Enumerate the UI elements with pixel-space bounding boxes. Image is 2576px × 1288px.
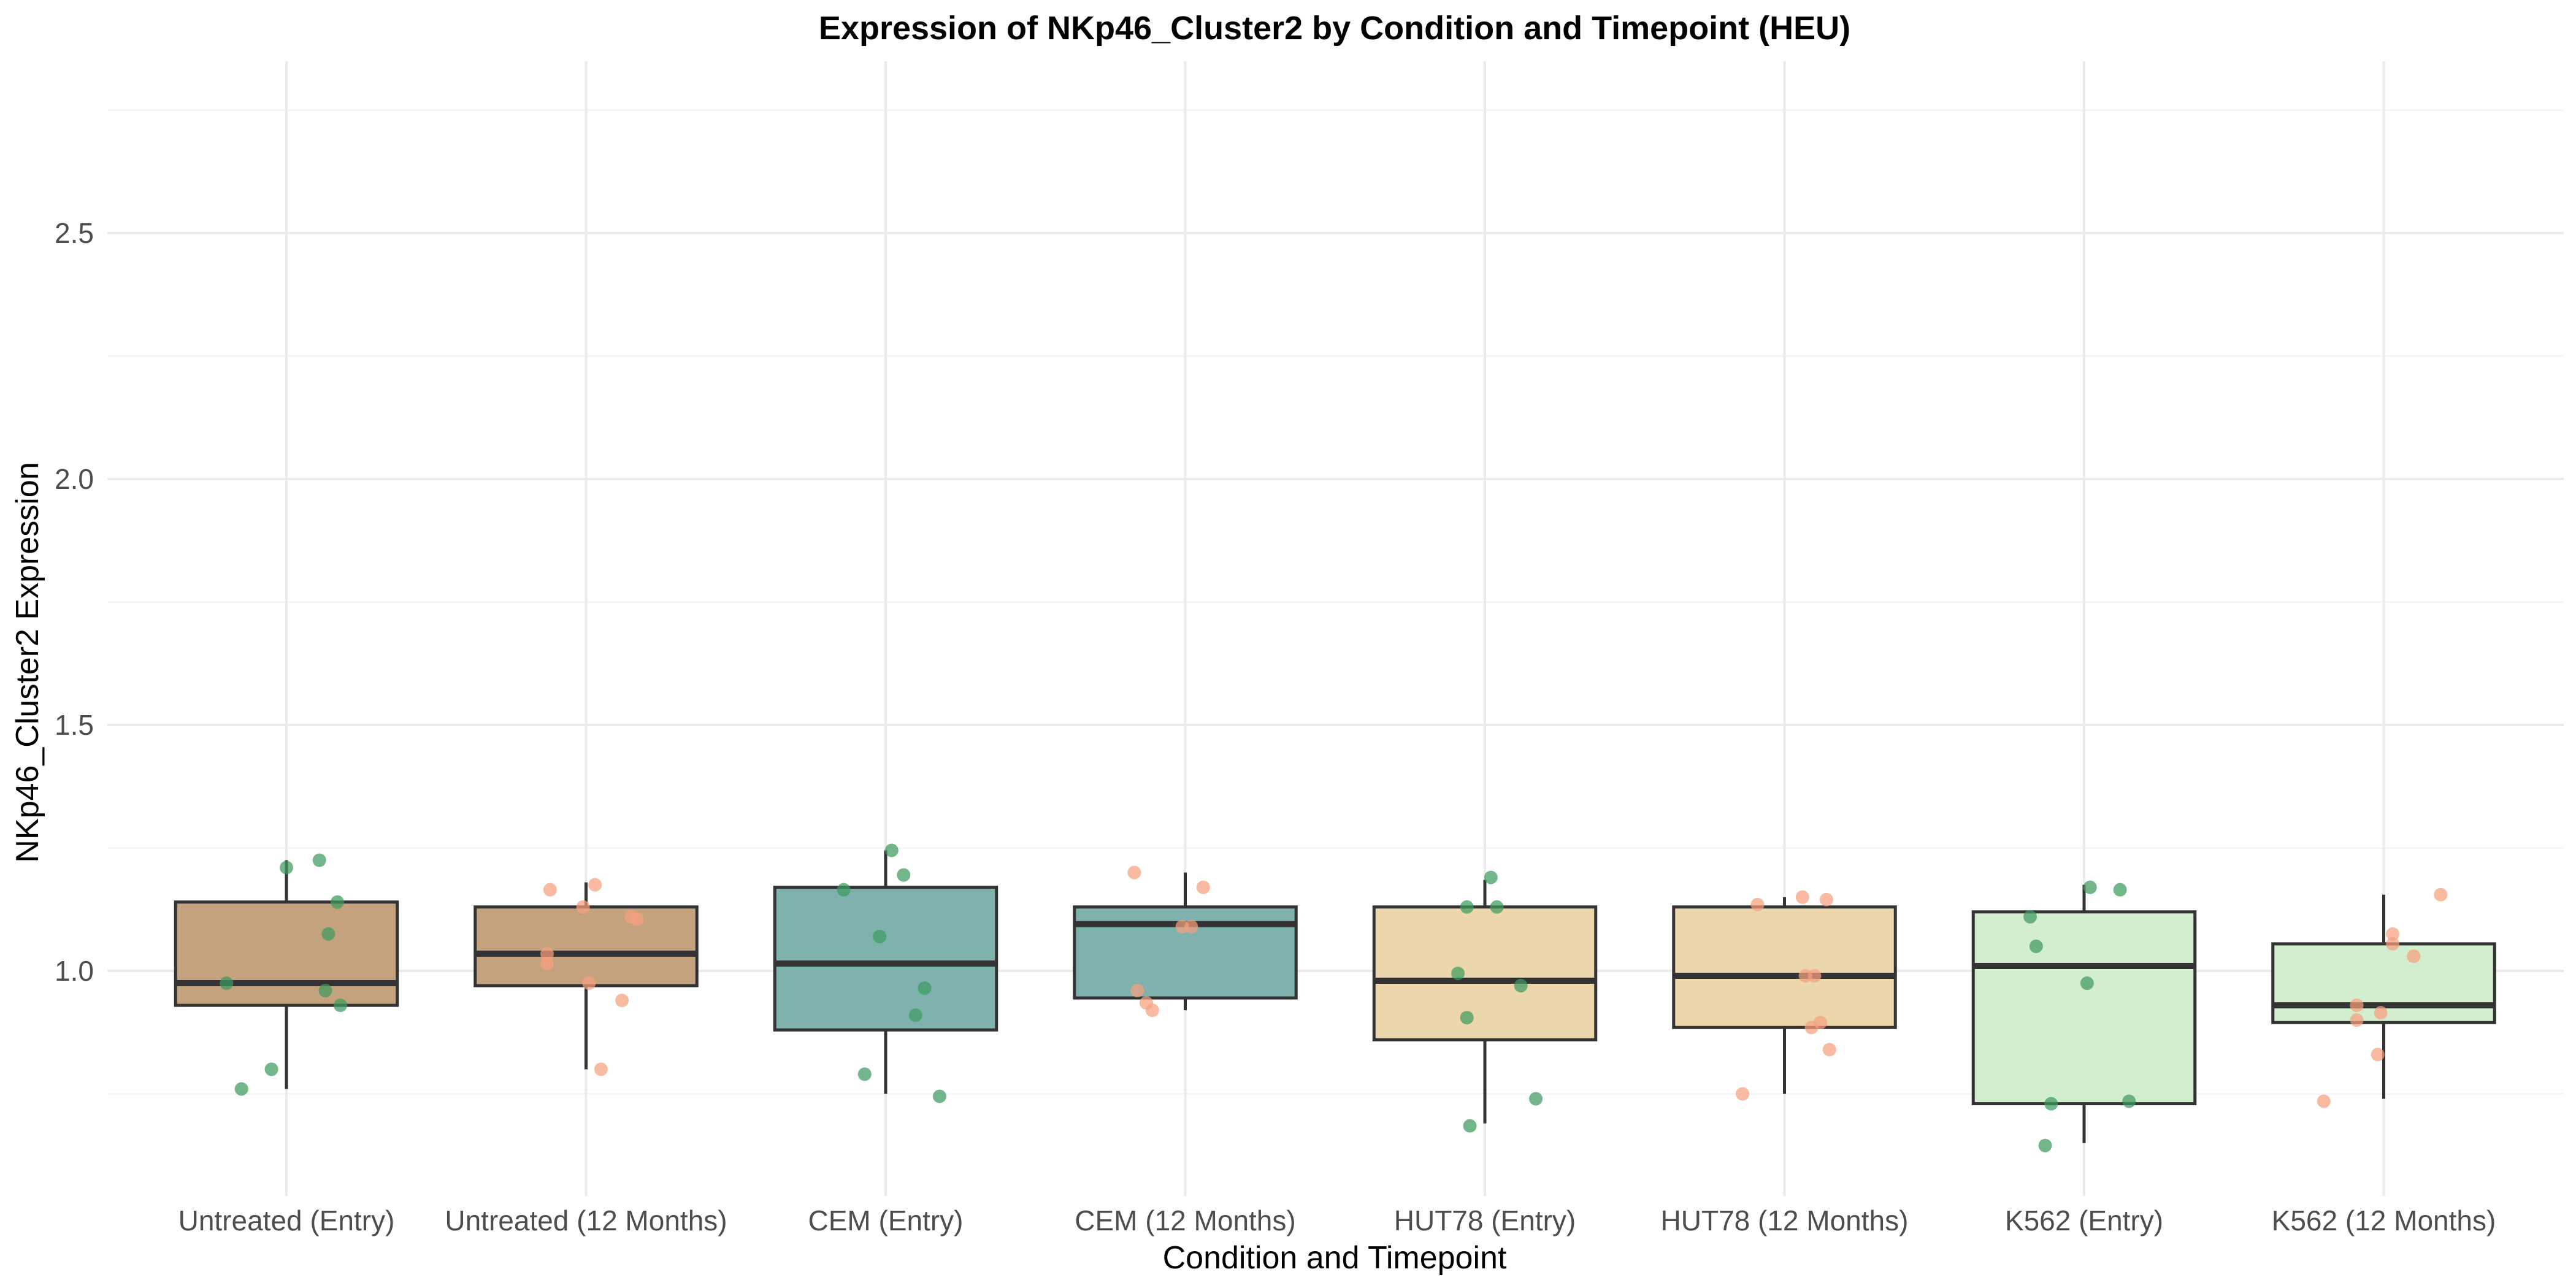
- data-point: [857, 1067, 872, 1081]
- data-point: [2023, 910, 2037, 924]
- data-point: [1490, 900, 1504, 914]
- y-tick-label: 2.0: [55, 463, 94, 495]
- y-tick-label: 2.5: [55, 217, 94, 249]
- data-point: [582, 976, 596, 991]
- x-tick-label: CEM (12 Months): [1075, 1205, 1295, 1236]
- data-point: [884, 843, 899, 857]
- data-point: [1822, 1043, 1836, 1057]
- data-point: [280, 861, 293, 875]
- x-tick-label: HUT78 (12 Months): [1661, 1205, 1909, 1236]
- data-point: [1451, 967, 1465, 981]
- data-point: [2434, 887, 2448, 902]
- data-points: [220, 843, 2448, 1152]
- data-point: [2044, 1097, 2058, 1111]
- data-point: [264, 1062, 278, 1076]
- data-point: [2083, 880, 2097, 894]
- data-point: [2113, 883, 2127, 897]
- y-axis-ticks: 1.0 1.5 2.0 2.5: [55, 217, 94, 987]
- data-point: [897, 868, 911, 882]
- data-point: [540, 956, 554, 970]
- data-point: [312, 853, 326, 867]
- data-point: [908, 1008, 922, 1022]
- data-point: [1130, 984, 1144, 998]
- data-point: [873, 929, 887, 943]
- box-body: [1672, 905, 1897, 1029]
- box-body: [1971, 910, 2197, 1106]
- data-point: [220, 976, 234, 991]
- data-point: [1463, 1119, 1477, 1133]
- data-point: [2371, 1048, 2385, 1062]
- data-point: [1814, 1016, 1828, 1030]
- data-point: [594, 1062, 608, 1076]
- data-point: [2350, 1013, 2364, 1027]
- data-point: [1460, 900, 1474, 914]
- data-point: [837, 883, 851, 897]
- data-point: [1460, 1011, 1474, 1025]
- box-body: [473, 905, 699, 987]
- data-point: [2386, 937, 2400, 951]
- data-point: [234, 1082, 248, 1096]
- y-tick-label: 1.5: [55, 709, 94, 741]
- y-tick-label: 1.0: [55, 955, 94, 987]
- box-body: [1372, 905, 1598, 1041]
- chart-title: Expression of NKp46_Cluster2 by Conditio…: [819, 10, 1850, 47]
- data-point: [615, 994, 629, 1008]
- data-point: [543, 883, 557, 897]
- chart-title-group: Expression of NKp46_Cluster2 by Conditio…: [819, 10, 1850, 47]
- data-point: [1795, 890, 1809, 904]
- data-point: [932, 1089, 946, 1103]
- data-point: [2080, 976, 2094, 991]
- data-point: [2317, 1094, 2331, 1108]
- box-body: [773, 886, 999, 1032]
- data-point: [1514, 979, 1528, 993]
- x-tick-label: K562 (Entry): [2005, 1205, 2163, 1236]
- data-point: [588, 878, 602, 892]
- x-tick-label: Untreated (12 Months): [445, 1205, 727, 1236]
- boxes: [174, 850, 2496, 1143]
- data-point: [1484, 870, 1498, 884]
- data-point: [1184, 919, 1198, 933]
- y-axis-title: NKp46_Cluster2 Expression: [10, 462, 45, 862]
- x-tick-label: Untreated (Entry): [178, 1205, 395, 1236]
- x-axis-ticks: Untreated (Entry) Untreated (12 Months) CE…: [178, 1205, 2496, 1236]
- data-point: [321, 927, 335, 941]
- data-point: [576, 900, 590, 914]
- data-point: [1196, 880, 1210, 894]
- box-body: [174, 900, 399, 1007]
- data-point: [1145, 1003, 1159, 1018]
- data-point: [2407, 949, 2421, 963]
- x-tick-label: K562 (12 Months): [2272, 1205, 2496, 1236]
- data-point: [2350, 999, 2364, 1013]
- x-axis-title: Condition and Timepoint: [1163, 1240, 1507, 1276]
- data-point: [2122, 1094, 2136, 1108]
- data-point: [331, 895, 345, 909]
- data-point: [2386, 927, 2400, 941]
- x-tick-label: HUT78 (Entry): [1394, 1205, 1576, 1236]
- data-point: [2038, 1138, 2052, 1152]
- data-point: [1750, 897, 1765, 911]
- plot-panel: [107, 61, 2564, 1196]
- data-point: [630, 912, 644, 926]
- data-point: [918, 981, 932, 995]
- data-point: [1819, 892, 1833, 907]
- x-tick-label: CEM (Entry): [808, 1205, 964, 1236]
- data-point: [1127, 865, 1141, 880]
- data-point: [1529, 1092, 1543, 1106]
- data-point: [2374, 1006, 2388, 1020]
- data-point: [1807, 969, 1822, 983]
- data-point: [333, 999, 347, 1013]
- data-point: [2029, 939, 2043, 953]
- data-point: [1736, 1087, 1750, 1101]
- data-point: [318, 984, 332, 998]
- data-point: [540, 946, 554, 960]
